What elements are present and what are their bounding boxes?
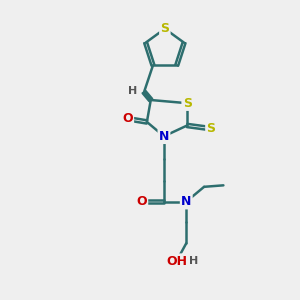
- Text: OH: OH: [167, 255, 188, 268]
- Text: H: H: [189, 256, 198, 266]
- Text: S: S: [160, 22, 169, 35]
- Text: N: N: [181, 195, 191, 208]
- Text: S: S: [183, 97, 192, 110]
- Text: H: H: [128, 85, 137, 96]
- Text: S: S: [206, 122, 215, 135]
- Text: O: O: [136, 195, 147, 208]
- Text: O: O: [122, 112, 133, 125]
- Text: N: N: [159, 130, 169, 143]
